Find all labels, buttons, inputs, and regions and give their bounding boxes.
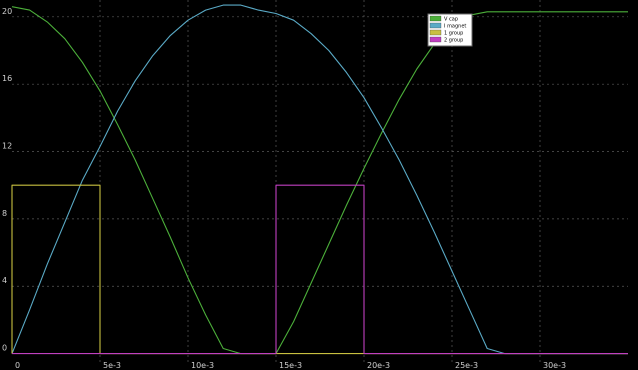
x-tick-label: 5e-3 (103, 361, 121, 370)
x-tick-label: 15e-3 (279, 361, 302, 370)
legend-swatch (429, 36, 442, 43)
y-tick-label: 20 (2, 7, 12, 16)
legend-swatch (429, 22, 442, 29)
x-tick-label: 25e-3 (455, 361, 478, 370)
x-tick-label: 30e-3 (543, 361, 566, 370)
x-tick-label: 20e-3 (367, 361, 390, 370)
x-tick-label: 10e-3 (191, 361, 214, 370)
grid-layer (12, 0, 628, 362)
legend-label: 2 group (444, 38, 463, 44)
x-tick-label: 0 (15, 361, 20, 370)
y-tick-label: 16 (2, 74, 12, 83)
tick-labels: 0 5e-3 10e-3 15e-3 20e-3 25e-3 30e-3 0 4 8 12 16 20 (2, 7, 566, 370)
y-tick-label: 8 (2, 209, 7, 218)
series-line-2-group (12, 184, 628, 355)
y-tick-label: 12 (2, 142, 12, 151)
series-line-v-cap (11, 6, 628, 355)
legend-swatch (429, 29, 442, 36)
y-tick-label: 0 (2, 344, 7, 353)
legend-label: 1 group (444, 31, 463, 37)
legend-swatch (429, 15, 442, 22)
legend-label: I magnet (444, 24, 466, 30)
legend-label: V cap (444, 17, 458, 23)
y-tick-label: 4 (2, 276, 7, 285)
series-layer (11, 4, 628, 355)
